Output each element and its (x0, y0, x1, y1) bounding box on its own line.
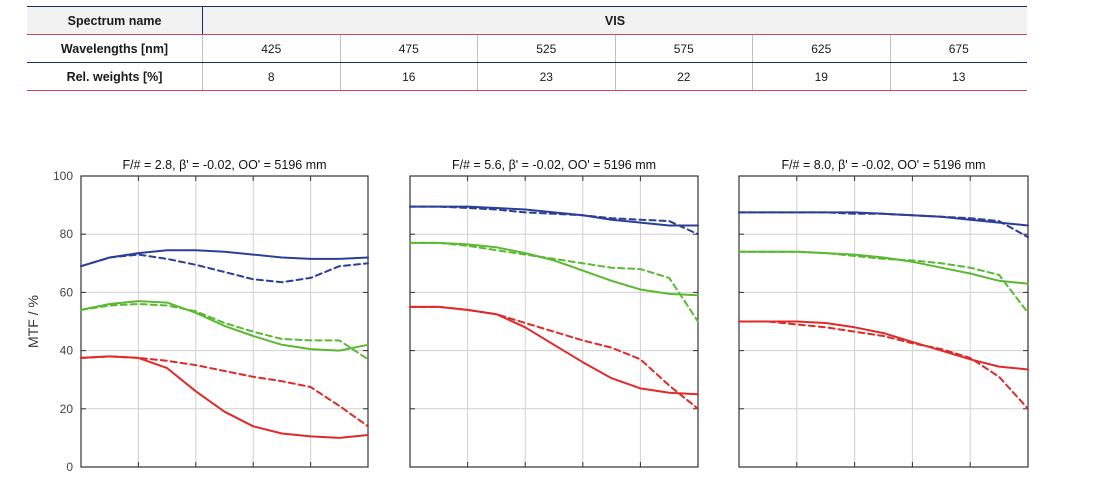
dashed-mtf-curve-4 (409, 241, 699, 323)
wavelength-cell: 475 (341, 35, 478, 62)
panel-title: F/# = 2.8, β' = -0.02, OO' = 5196 mm (122, 158, 326, 172)
solid-mtf-curve-5 (738, 320, 1029, 371)
spectrum-table: Spectrum name VIS Wavelengths [nm] 425 4… (27, 6, 1027, 91)
dashed-mtf-curve-4 (80, 303, 369, 361)
dashed-mtf-curve-4 (738, 250, 1029, 314)
y-tick-label: 80 (60, 227, 74, 241)
wavelength-cell: 575 (616, 35, 753, 62)
table-header-row: Spectrum name VIS (27, 7, 1027, 34)
weights-row: Rel. weights [%] 8 16 23 22 19 13 (27, 63, 1027, 90)
weight-cell: 19 (753, 63, 891, 90)
wavelengths-label: Wavelengths [nm] (27, 35, 203, 62)
spectrum-name-header: Spectrum name (27, 7, 203, 34)
dashed-mtf-curve-6 (738, 320, 1029, 410)
weight-cell: 16 (341, 63, 478, 90)
weight-cell: 13 (952, 69, 966, 84)
dashed-mtf-curve-6 (409, 305, 699, 410)
solid-mtf-curve-3 (80, 300, 369, 352)
wavelength-cell: 625 (753, 35, 891, 62)
dashed-mtf-curve-6 (80, 355, 369, 428)
solid-mtf-curve-3 (409, 241, 699, 297)
solid-mtf-curve-1 (409, 205, 699, 227)
table-top-rule (27, 6, 1027, 7)
solid-mtf-curve-3 (738, 250, 1029, 285)
dashed-mtf-curve-2 (738, 211, 1029, 239)
solid-mtf-curve-5 (409, 305, 699, 396)
solid-mtf-curve-1 (80, 249, 369, 268)
weights-label: Rel. weights [%] (27, 63, 203, 90)
solid-mtf-curve-5 (80, 355, 369, 439)
table-mid-rule (27, 62, 1027, 63)
table-bottom-rule (27, 90, 1027, 91)
mtf-panel-3: F/# = 8.0, β' = -0.02, OO' = 5196 mm (738, 158, 1029, 468)
y-tick-label: 60 (60, 285, 74, 299)
spectrum-value-header: VIS (203, 7, 1027, 34)
plot-frame (80, 175, 369, 468)
y-tick-label: 100 (53, 169, 73, 183)
y-tick-label: 40 (60, 344, 74, 358)
wavelength-cell: 425 (203, 35, 341, 62)
y-axis-label: MTF / % (25, 295, 41, 348)
dashed-mtf-curve-2 (80, 253, 369, 284)
weight-cell: 22 (616, 63, 753, 90)
panel-title: F/# = 5.6, β' = -0.02, OO' = 5196 mm (452, 158, 656, 172)
panel-title: F/# = 8.0, β' = -0.02, OO' = 5196 mm (781, 158, 985, 172)
mtf-panel-2: F/# = 5.6, β' = -0.02, OO' = 5196 mm (409, 158, 699, 468)
table-header-rule (27, 34, 1027, 35)
wavelength-cell: 675 (948, 41, 969, 56)
wavelengths-row: Wavelengths [nm] 425 475 525 575 625 675 (27, 35, 1027, 62)
y-tick-label: 20 (60, 402, 74, 416)
wavelength-cell: 525 (478, 35, 616, 62)
weight-cell: 8 (203, 63, 341, 90)
y-tick-label: 0 (66, 460, 73, 474)
mtf-panel-1: F/# = 2.8, β' = -0.02, OO' = 5196 mm 0 20 4… (25, 158, 369, 474)
weight-cell: 23 (478, 63, 616, 90)
dashed-mtf-curve-2 (409, 205, 699, 236)
